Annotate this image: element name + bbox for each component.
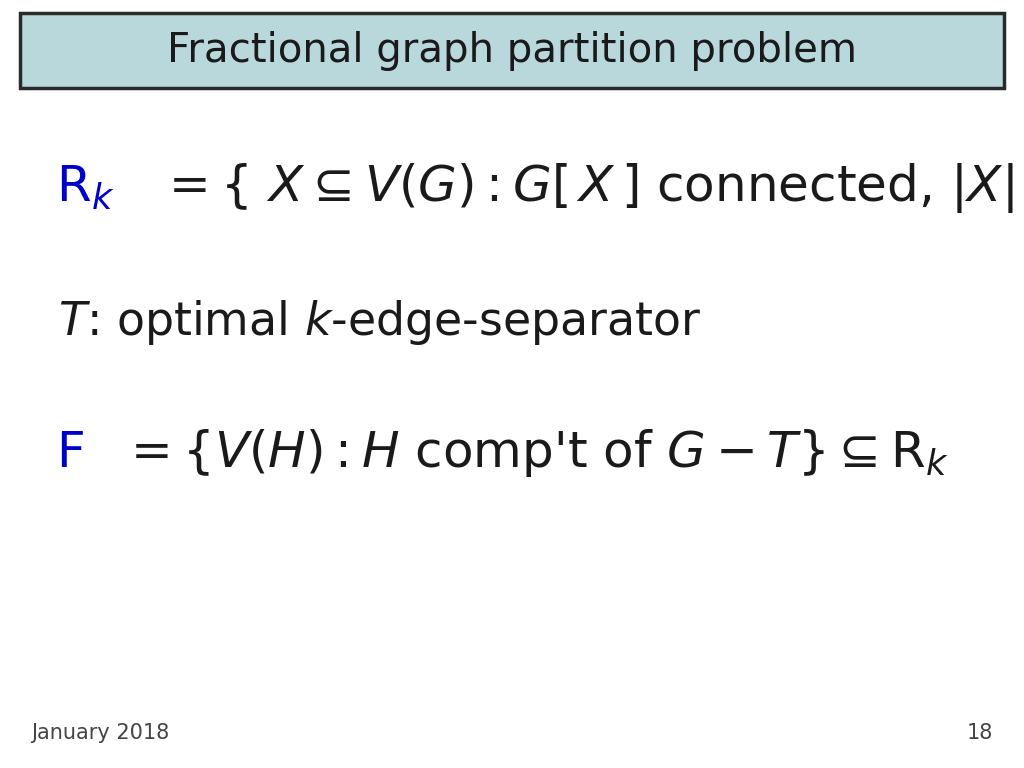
Text: $= \left\{\ X \subseteq V(G) : G[\,X\,] \text{ connected, } |X| \leq k\ \right\}: $= \left\{\ X \subseteq V(G) : G[\,X\,] … bbox=[159, 161, 1024, 215]
Text: Fractional graph partition problem: Fractional graph partition problem bbox=[167, 31, 857, 71]
Text: $\mathrm{R}_k$: $\mathrm{R}_k$ bbox=[56, 164, 115, 212]
Text: $T$: optimal $k$-edge-separator: $T$: optimal $k$-edge-separator bbox=[58, 298, 702, 347]
Text: January 2018: January 2018 bbox=[31, 723, 169, 743]
Text: $\mathrm{F}$: $\mathrm{F}$ bbox=[56, 429, 84, 477]
FancyBboxPatch shape bbox=[20, 13, 1004, 88]
Text: 18: 18 bbox=[967, 723, 993, 743]
Text: $=\left\{V(H) : H \text{ comp't of } G - T\right\} \subseteq \mathrm{R}_k$: $=\left\{V(H) : H \text{ comp't of } G -… bbox=[121, 427, 949, 479]
